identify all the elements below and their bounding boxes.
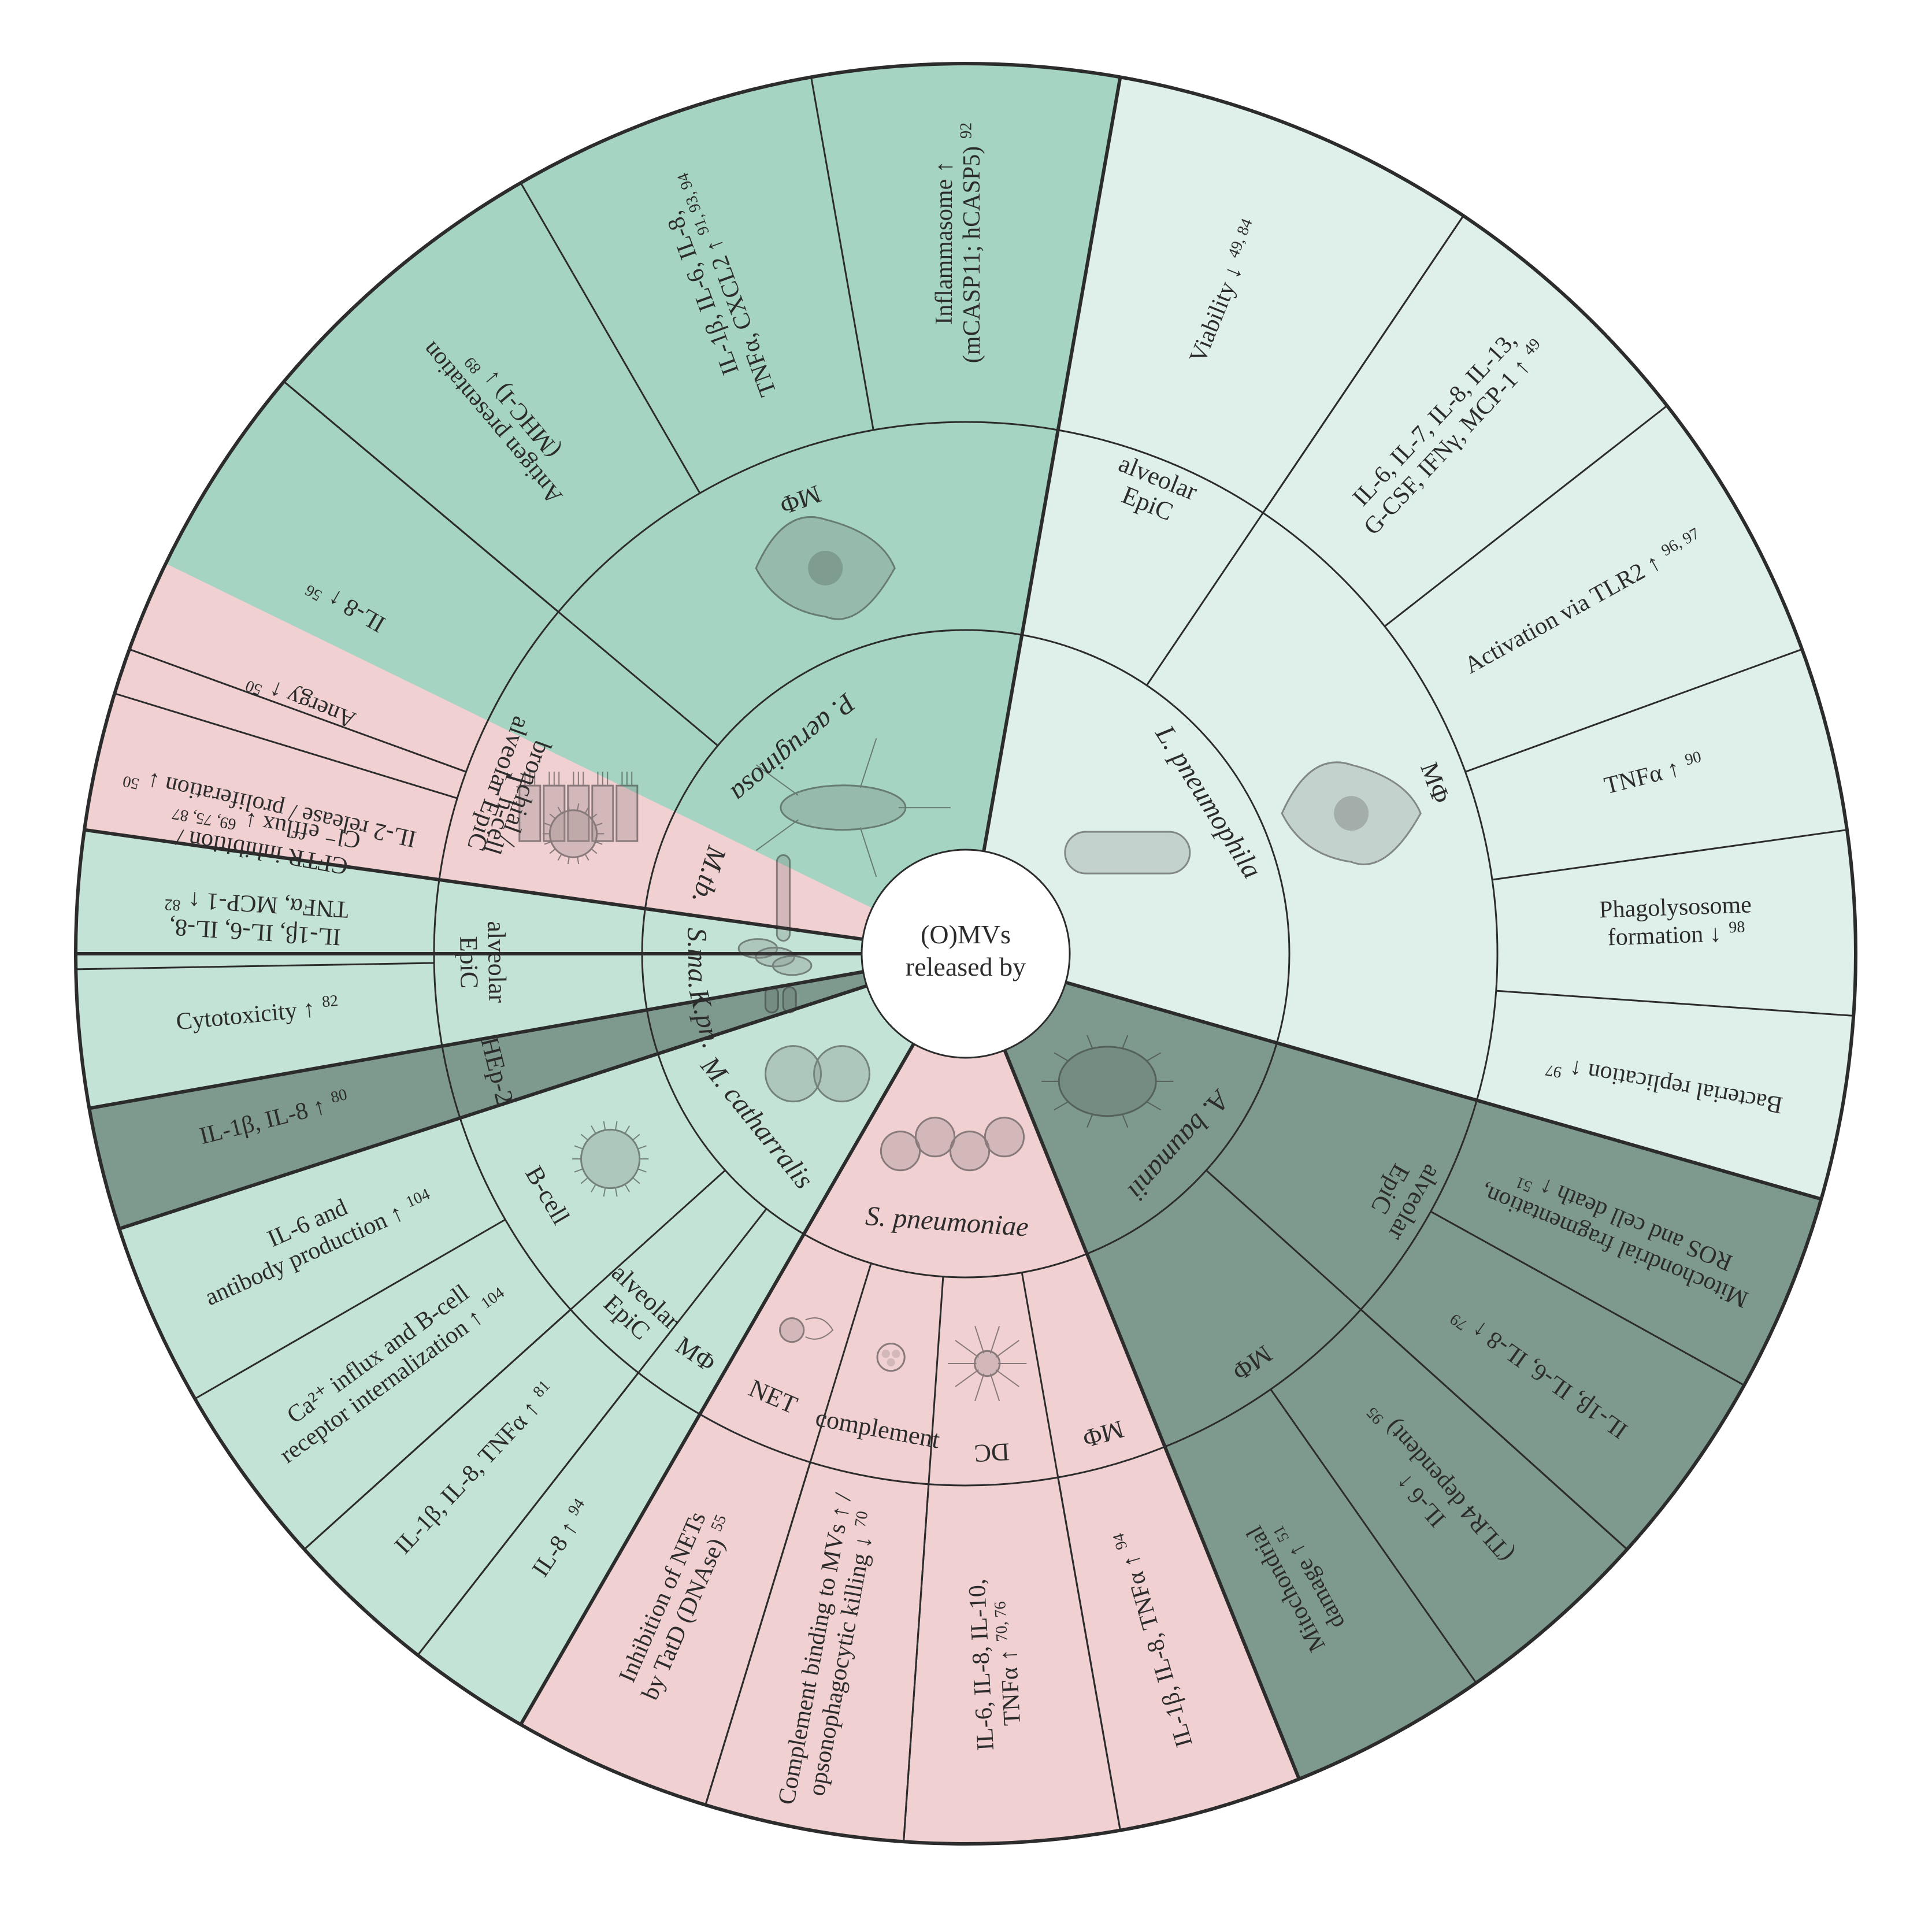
segment-label: EpiC	[454, 936, 484, 988]
segment-label: alveolar	[482, 921, 511, 1003]
illustration-rod-thin	[777, 855, 789, 941]
illustration-rod-smooth	[1065, 832, 1190, 873]
center-label: (O)MVs	[921, 920, 1011, 949]
segment-label: DC	[973, 1438, 1010, 1468]
segment-label: S.ma.	[681, 927, 713, 990]
segment-label: (mCASP11; hCASP5) 92	[957, 123, 985, 363]
center-label: released by	[906, 952, 1026, 981]
sunburst-chart: P. aeruginosaL. pneumophilaA. baumaniiS.…	[0, 0, 1932, 1908]
segment-label: Inflammasome ↑	[931, 161, 958, 324]
